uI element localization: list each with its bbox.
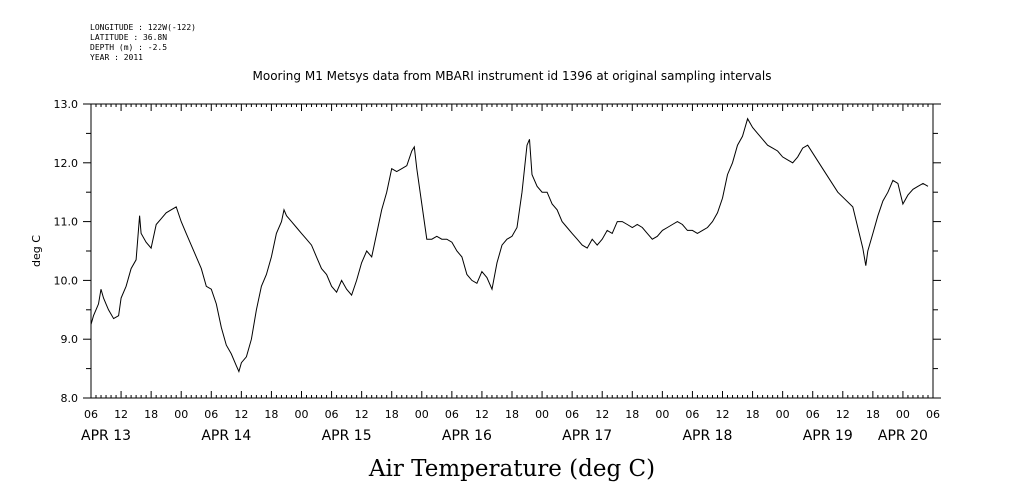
year-label: YEAR : 2011 <box>90 53 143 62</box>
x-day-label: APR 19 <box>803 428 853 444</box>
x-hour-tick-label: 00 <box>535 408 549 421</box>
x-hour-tick-label: 18 <box>264 408 278 421</box>
x-hour-tick-label: 18 <box>746 408 760 421</box>
latitude-label: LATITUDE : 36.8N <box>90 33 167 42</box>
x-hour-tick-label: 06 <box>565 408 579 421</box>
x-hour-tick-label: 12 <box>114 408 128 421</box>
x-hour-tick-label: 06 <box>204 408 218 421</box>
x-hour-tick-label: 12 <box>234 408 248 421</box>
x-hour-tick-label: 12 <box>355 408 369 421</box>
x-day-label: APR 14 <box>201 428 251 444</box>
x-hour-tick-label: 18 <box>866 408 880 421</box>
axis-tick-labels: 06 12 18 00 06 12 18 00 06 12 18 00 06 12 18 00 06 12 18 00… <box>54 98 941 444</box>
x-hour-tick-label: 06 <box>806 408 820 421</box>
x-hour-tick-label: 12 <box>595 408 609 421</box>
x-hour-tick-label: 00 <box>174 408 188 421</box>
x-day-label: APR 15 <box>322 428 372 444</box>
y-tick-label: 8.0 <box>61 392 79 405</box>
x-hour-tick-label: 00 <box>776 408 790 421</box>
x-hour-tick-label: 00 <box>295 408 309 421</box>
y-axis-label: deg C <box>30 235 43 267</box>
y-tick-label: 11.0 <box>54 216 79 229</box>
plot-frame <box>90 103 934 399</box>
y-tick-label: 10.0 <box>54 274 79 287</box>
x-hour-tick-label: 18 <box>625 408 639 421</box>
y-tick-label: 12.0 <box>54 157 79 170</box>
axis-ticks <box>83 103 941 399</box>
depth-label: DEPTH (m) : -2.5 <box>90 43 167 52</box>
x-hour-tick-label: 12 <box>716 408 730 421</box>
x-hour-tick-label: 06 <box>445 408 459 421</box>
x-day-label: APR 13 <box>81 428 131 444</box>
x-hour-tick-label: 06 <box>325 408 339 421</box>
x-hour-tick-label: 18 <box>505 408 519 421</box>
x-day-label: APR 17 <box>562 428 612 444</box>
longitude-label: LONGITUDE : 122W(-122) <box>90 23 196 32</box>
x-hour-tick-label: 18 <box>385 408 399 421</box>
x-day-label: APR 18 <box>682 428 732 444</box>
x-hour-tick-label: 12 <box>475 408 489 421</box>
x-hour-tick-label: 18 <box>144 408 158 421</box>
x-day-label: APR 20 <box>878 428 928 444</box>
series-line <box>90 117 929 373</box>
x-hour-tick-label: 06 <box>685 408 699 421</box>
x-axis-label: Air Temperature (deg C) <box>368 456 655 482</box>
x-hour-tick-label: 00 <box>896 408 910 421</box>
x-hour-tick-label: 06 <box>84 408 98 421</box>
x-hour-tick-label: 06 <box>926 408 940 421</box>
x-hour-tick-label: 00 <box>415 408 429 421</box>
chart-title: Mooring M1 Metsys data from MBARI instru… <box>253 69 772 83</box>
x-hour-tick-label: 12 <box>836 408 850 421</box>
metadata-block: LONGITUDE : 122W(-122) LATITUDE : 36.8N … <box>90 23 196 62</box>
y-tick-label: 13.0 <box>54 98 79 111</box>
x-day-label: APR 16 <box>442 428 492 444</box>
y-tick-label: 9.0 <box>61 333 79 346</box>
x-hour-tick-label: 00 <box>655 408 669 421</box>
